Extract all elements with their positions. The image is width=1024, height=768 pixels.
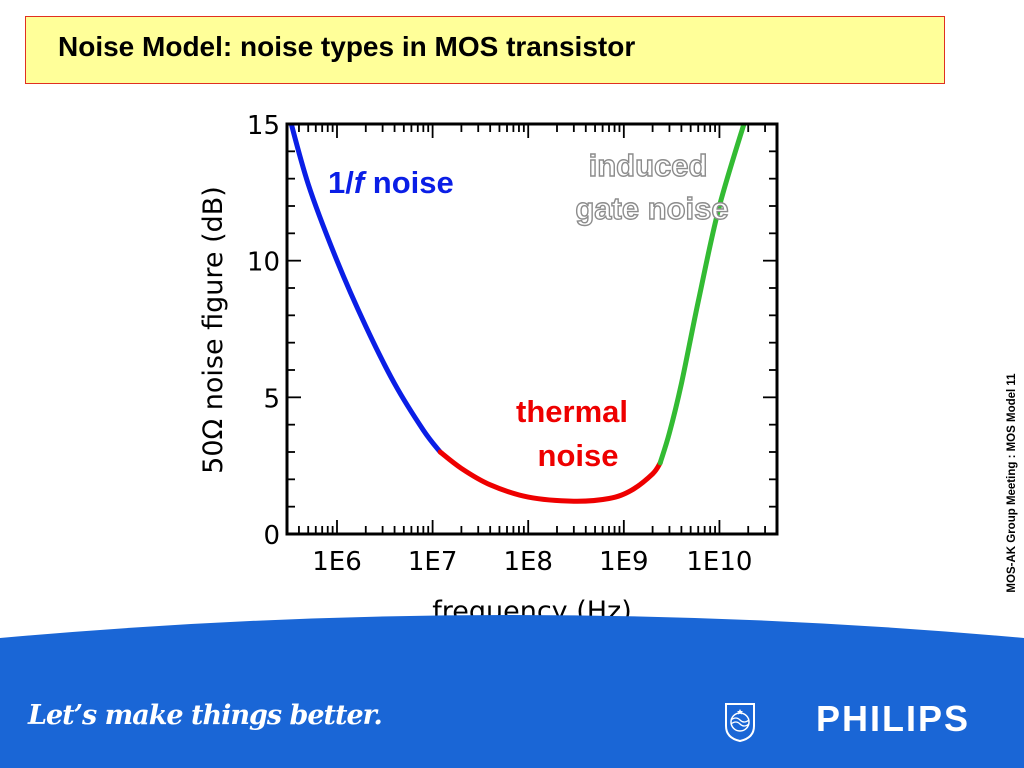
- y-tick-label: 5: [263, 384, 280, 414]
- footer-banner: [0, 615, 1024, 768]
- y-tick-label: 0: [263, 521, 280, 551]
- y-tick-labels: 0 5 10 15: [247, 111, 280, 551]
- philips-wordmark: PHILIPS: [816, 698, 971, 739]
- series-line-0: [288, 124, 443, 455]
- y-tick-label: 10: [247, 248, 280, 278]
- series-line-1: [437, 449, 663, 504]
- x-tick-label: 1E6: [312, 547, 362, 577]
- annotation-thermal-line1: thermal: [516, 394, 628, 429]
- slogan: Let’s make things better.: [28, 700, 383, 731]
- x-tick-label: 1E8: [503, 547, 553, 577]
- philips-shield-icon: [725, 703, 755, 742]
- annotation-induced-line1: induced: [589, 148, 708, 183]
- x-tick-label: 1E7: [408, 547, 458, 577]
- noise-curves: [288, 124, 747, 504]
- x-tick-label: 1E9: [599, 547, 649, 577]
- annotation-thermal-line2: noise: [538, 438, 619, 473]
- slide-title: Noise Model: noise types in MOS transist…: [58, 31, 636, 62]
- plot-frame: [285, 122, 779, 536]
- y-axis-label: 50Ω noise figure (dB): [198, 186, 229, 474]
- y-tick-label: 15: [247, 111, 280, 141]
- series-line-2: [657, 124, 747, 466]
- x-tick-label: 1E10: [686, 547, 752, 577]
- slide-title-box: Noise Model: noise types in MOS transist…: [25, 16, 945, 84]
- x-tick-labels: 1E6 1E7 1E8 1E9 1E10: [312, 547, 752, 577]
- footer-background: [0, 615, 1024, 768]
- annotation-induced-line2: gate noise: [575, 191, 728, 226]
- side-note: MOS-AK Group Meeting : MOS Model 11: [1006, 373, 1018, 593]
- annotation-1f-noise: 1/f noise: [328, 165, 454, 200]
